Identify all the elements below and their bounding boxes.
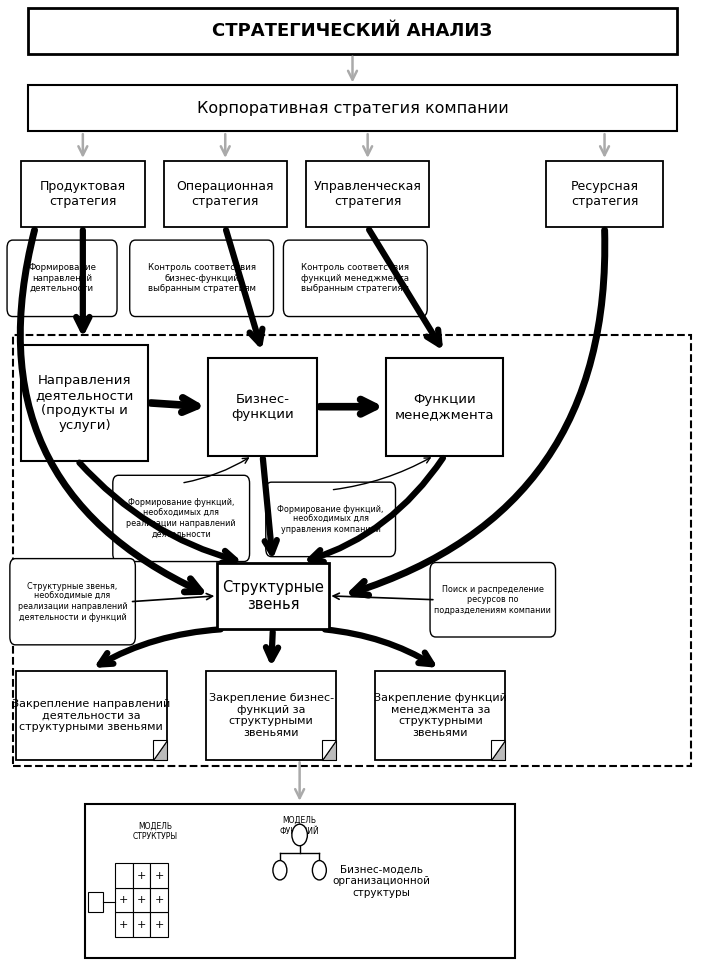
Bar (133, 863, 150, 888)
Text: Управленческая
стратегия: Управленческая стратегия (314, 180, 422, 208)
FancyBboxPatch shape (430, 563, 556, 637)
Circle shape (292, 824, 307, 846)
Circle shape (312, 860, 326, 880)
Text: МОДЕЛЬ
ФУНКЦИЙ: МОДЕЛЬ ФУНКЦИЙ (280, 815, 319, 836)
Bar (115, 888, 133, 912)
FancyBboxPatch shape (88, 892, 103, 912)
FancyBboxPatch shape (28, 85, 677, 131)
Text: Формирование функций,
необходимых для
реализации направлений
деятельности: Формирование функций, необходимых для ре… (126, 498, 236, 539)
Text: Направления
деятельности
(продукты и
услуги): Направления деятельности (продукты и усл… (35, 373, 134, 432)
FancyArrowPatch shape (310, 458, 443, 562)
Text: Контроль соответствия
функций менеджмента
выбранным стратегиям: Контроль соответствия функций менеджмент… (301, 264, 410, 293)
Polygon shape (153, 740, 167, 760)
FancyBboxPatch shape (85, 804, 515, 958)
Bar (115, 863, 133, 888)
Polygon shape (491, 740, 505, 760)
FancyBboxPatch shape (130, 240, 274, 317)
FancyBboxPatch shape (164, 161, 287, 227)
Bar (133, 912, 150, 937)
Text: СТРАТЕГИЧЕСКИЙ АНАЛИЗ: СТРАТЕГИЧЕСКИЙ АНАЛИЗ (212, 22, 493, 40)
FancyArrowPatch shape (263, 459, 277, 553)
Text: Закрепление бизнес-
функций за
структурными
звеньями: Закрепление бизнес- функций за структурн… (209, 693, 333, 738)
Text: Ресурсная
стратегия: Ресурсная стратегия (570, 180, 639, 208)
Polygon shape (491, 740, 505, 760)
Text: Структурные звенья,
необходимые для
реализации направлений
деятельности и функци: Структурные звенья, необходимые для реал… (18, 581, 128, 622)
Text: Формирование функций,
необходимых для
управления компанией: Формирование функций, необходимых для уп… (278, 505, 384, 534)
Text: +: + (119, 919, 128, 930)
Bar (115, 912, 133, 937)
Text: +: + (137, 895, 146, 906)
Text: МОДЕЛЬ
СТРУКТУРЫ: МОДЕЛЬ СТРУКТУРЫ (133, 821, 178, 841)
Text: Бизнес-модель
организационной
структуры: Бизнес-модель организационной структуры (332, 864, 430, 898)
Text: Контроль соответствия
бизнес-функций
выбранным стратегиям: Контроль соответствия бизнес-функций выб… (147, 264, 256, 293)
Circle shape (273, 860, 287, 880)
Text: Операционная
стратегия: Операционная стратегия (176, 180, 274, 208)
FancyBboxPatch shape (28, 8, 677, 54)
Text: Корпоративная стратегия компании: Корпоративная стратегия компании (197, 101, 508, 116)
FancyBboxPatch shape (306, 161, 429, 227)
FancyBboxPatch shape (266, 482, 396, 557)
FancyBboxPatch shape (386, 358, 503, 456)
Bar (150, 888, 168, 912)
FancyBboxPatch shape (21, 345, 148, 461)
FancyBboxPatch shape (217, 563, 329, 629)
FancyArrowPatch shape (80, 463, 235, 563)
Text: +: + (137, 870, 146, 881)
FancyBboxPatch shape (546, 161, 663, 227)
Bar (150, 912, 168, 937)
FancyBboxPatch shape (375, 671, 505, 760)
FancyBboxPatch shape (16, 671, 167, 760)
Polygon shape (322, 740, 336, 760)
Text: +: + (154, 895, 164, 906)
Bar (133, 888, 150, 912)
Text: +: + (154, 870, 164, 881)
FancyArrowPatch shape (20, 230, 200, 592)
Text: Закрепление направлений
деятельности за
структурными звеньями: Закрепление направлений деятельности за … (12, 699, 171, 732)
FancyBboxPatch shape (206, 671, 336, 760)
FancyArrowPatch shape (325, 629, 432, 664)
Text: Бизнес-
функции: Бизнес- функции (231, 393, 294, 420)
Text: Структурные
звенья: Структурные звенья (222, 579, 324, 612)
Polygon shape (153, 740, 167, 760)
Text: Продуктовая
стратегия: Продуктовая стратегия (39, 180, 126, 208)
Polygon shape (322, 740, 336, 760)
Bar (150, 863, 168, 888)
Text: Закрепление функций
менеджмента за
структурными
звеньями: Закрепление функций менеджмента за струк… (374, 693, 507, 738)
Text: Поиск и распределение
ресурсов по
подразделениям компании: Поиск и распределение ресурсов по подраз… (434, 585, 551, 614)
FancyBboxPatch shape (21, 161, 145, 227)
FancyArrowPatch shape (100, 629, 221, 664)
Text: +: + (137, 919, 146, 930)
Text: Функции
менеджмента: Функции менеджмента (395, 393, 494, 420)
Text: Формирование
направлений
деятельности: Формирование направлений деятельности (28, 264, 96, 293)
FancyBboxPatch shape (10, 559, 135, 645)
FancyBboxPatch shape (113, 475, 250, 562)
FancyBboxPatch shape (7, 240, 117, 317)
FancyBboxPatch shape (208, 358, 317, 456)
FancyBboxPatch shape (283, 240, 427, 317)
Text: +: + (154, 919, 164, 930)
FancyArrowPatch shape (352, 230, 605, 595)
Text: +: + (119, 895, 128, 906)
